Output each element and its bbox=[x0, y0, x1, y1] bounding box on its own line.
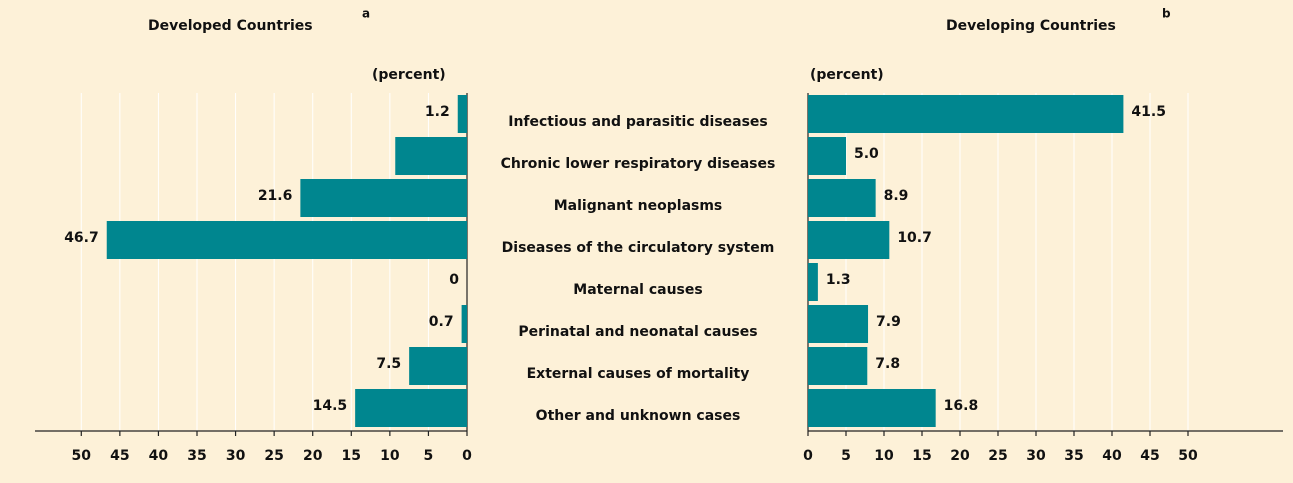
x-tick-label: 5 bbox=[841, 448, 851, 464]
bar bbox=[355, 389, 467, 427]
value-label: 1.2 bbox=[425, 104, 450, 120]
bar bbox=[808, 95, 1124, 133]
category-label: External causes of mortality bbox=[527, 366, 750, 382]
x-tick-label: 10 bbox=[380, 448, 400, 464]
x-tick-label: 35 bbox=[1064, 448, 1083, 464]
bar bbox=[808, 305, 869, 343]
value-label: 7.8 bbox=[875, 356, 900, 372]
x-tick-label: 30 bbox=[226, 448, 246, 464]
category-label: Maternal causes bbox=[573, 282, 702, 298]
value-label: 8.9 bbox=[884, 188, 909, 204]
bar bbox=[808, 137, 846, 175]
value-label: 14.5 bbox=[313, 398, 348, 414]
x-tick-label: 20 bbox=[950, 448, 970, 464]
x-tick-label: 25 bbox=[988, 448, 1007, 464]
x-axis-label: (percent) bbox=[372, 67, 446, 83]
x-tick-label: 5 bbox=[424, 448, 434, 464]
x-tick-label: 20 bbox=[303, 448, 323, 464]
x-tick-label: 0 bbox=[803, 448, 813, 464]
value-label: 1.3 bbox=[826, 272, 851, 288]
value-label: 46.7 bbox=[64, 230, 99, 246]
value-label: 5.0 bbox=[854, 146, 879, 162]
x-tick-label: 15 bbox=[342, 448, 361, 464]
bar bbox=[409, 347, 467, 385]
bar bbox=[106, 221, 467, 259]
bar bbox=[808, 263, 818, 301]
x-tick-label: 10 bbox=[874, 448, 894, 464]
x-tick-label: 35 bbox=[187, 448, 206, 464]
bar bbox=[808, 179, 876, 217]
bar bbox=[808, 221, 890, 259]
x-tick-label: 45 bbox=[110, 448, 129, 464]
x-tick-label: 50 bbox=[72, 448, 92, 464]
bar bbox=[300, 179, 467, 217]
category-label: Perinatal and neonatal causes bbox=[518, 324, 757, 340]
value-label: 16.8 bbox=[944, 398, 979, 414]
value-label: 21.6 bbox=[258, 188, 293, 204]
chart-title: Developed Countries bbox=[148, 18, 313, 34]
x-tick-label: 0 bbox=[462, 448, 472, 464]
category-label: Malignant neoplasms bbox=[554, 198, 723, 214]
value-label: 10.7 bbox=[897, 230, 932, 246]
category-label: Other and unknown cases bbox=[536, 408, 741, 424]
value-label: 7.5 bbox=[376, 356, 401, 372]
x-tick-label: 25 bbox=[264, 448, 283, 464]
bar bbox=[461, 305, 467, 343]
x-tick-label: 30 bbox=[1026, 448, 1046, 464]
chart-title: Developing Countries bbox=[946, 18, 1116, 34]
value-label: 7.9 bbox=[876, 314, 901, 330]
bar bbox=[808, 389, 936, 427]
bar bbox=[395, 137, 467, 175]
value-label: 0 bbox=[449, 272, 459, 288]
value-label: 0.7 bbox=[429, 314, 454, 330]
x-tick-label: 50 bbox=[1178, 448, 1198, 464]
x-tick-label: 15 bbox=[912, 448, 931, 464]
x-tick-label: 40 bbox=[1102, 448, 1122, 464]
bar bbox=[808, 347, 868, 385]
title-note: a bbox=[362, 7, 370, 21]
category-label: Chronic lower respiratory diseases bbox=[501, 156, 776, 172]
title-note: b bbox=[1162, 7, 1171, 21]
bar bbox=[457, 95, 467, 133]
x-tick-label: 45 bbox=[1140, 448, 1159, 464]
x-axis-label: (percent) bbox=[810, 67, 884, 83]
category-label: Diseases of the circulatory system bbox=[502, 240, 775, 256]
value-label: 41.5 bbox=[1131, 104, 1166, 120]
category-label: Infectious and parasitic diseases bbox=[508, 114, 768, 130]
x-tick-label: 40 bbox=[149, 448, 169, 464]
